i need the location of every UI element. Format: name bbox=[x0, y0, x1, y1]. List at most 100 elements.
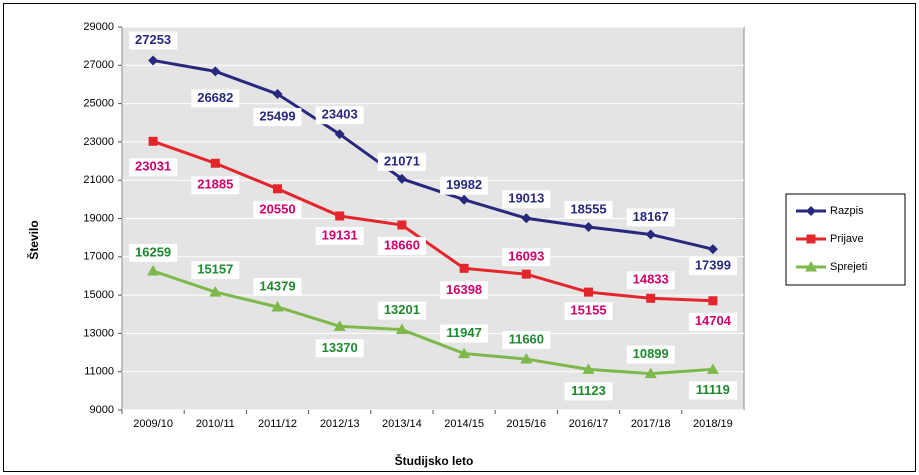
data-label-bg bbox=[440, 281, 489, 300]
data-label: 19982 bbox=[446, 177, 482, 192]
marker bbox=[458, 347, 471, 359]
x-tick-label: 2017/18 bbox=[631, 418, 671, 430]
marker bbox=[706, 363, 719, 374]
series-line bbox=[152, 139, 713, 303]
marker bbox=[521, 213, 532, 224]
marker bbox=[271, 300, 284, 312]
data-label: 11123 bbox=[571, 383, 606, 398]
data-label: 13201 bbox=[384, 302, 420, 317]
y-tick-label: 13000 bbox=[83, 327, 114, 339]
data-label: 14833 bbox=[633, 272, 669, 287]
data-label-bg bbox=[688, 312, 737, 331]
data-label-bg bbox=[315, 106, 364, 125]
data-label: 21885 bbox=[197, 177, 233, 192]
marker bbox=[396, 173, 407, 184]
data-label-bg bbox=[377, 301, 426, 320]
data-label: 15157 bbox=[197, 262, 233, 277]
x-tick-label: 2009/10 bbox=[133, 418, 173, 430]
legend-label: Prijave bbox=[830, 233, 864, 245]
data-label-bg bbox=[315, 226, 364, 245]
x-tick-label: 2016/17 bbox=[569, 418, 609, 430]
data-label-bg bbox=[129, 243, 178, 262]
data-label-bg bbox=[191, 89, 240, 108]
data-label: 21071 bbox=[384, 153, 420, 168]
data-label-bg bbox=[191, 261, 240, 280]
data-label-bg bbox=[253, 108, 302, 127]
data-label-bg bbox=[626, 345, 675, 364]
data-label: 19013 bbox=[508, 191, 544, 206]
data-label-bg bbox=[502, 331, 551, 350]
legend-label: Sprejeti bbox=[830, 261, 867, 273]
marker bbox=[334, 129, 345, 140]
data-label: 15155 bbox=[570, 303, 606, 318]
legend-label: Razpis bbox=[830, 205, 864, 217]
marker bbox=[459, 263, 469, 273]
data-label: 19131 bbox=[322, 227, 358, 242]
data-label-bg bbox=[253, 277, 302, 296]
data-label-bg bbox=[564, 201, 613, 220]
data-label-bg bbox=[377, 152, 426, 171]
marker bbox=[147, 264, 160, 276]
data-label: 13370 bbox=[322, 340, 358, 355]
data-label: 27253 bbox=[135, 32, 171, 47]
marker bbox=[521, 269, 531, 279]
data-label-bg bbox=[253, 200, 302, 219]
marker bbox=[806, 234, 816, 244]
marker bbox=[210, 158, 220, 168]
marker bbox=[707, 244, 718, 255]
data-label-bg bbox=[564, 382, 613, 401]
data-label-bg bbox=[564, 302, 613, 321]
marker bbox=[645, 229, 656, 240]
data-label: 11119 bbox=[696, 382, 730, 397]
marker bbox=[395, 323, 408, 335]
marker bbox=[646, 293, 656, 303]
data-label: 16398 bbox=[446, 282, 482, 297]
data-label: 25499 bbox=[259, 108, 295, 123]
x-tick-label: 2012/13 bbox=[320, 418, 360, 430]
data-label: 11660 bbox=[509, 331, 544, 346]
y-tick-label: 29000 bbox=[83, 21, 114, 33]
y-tick-label: 15000 bbox=[83, 289, 114, 301]
x-axis-label: Študijsko leto bbox=[395, 453, 474, 468]
marker bbox=[273, 184, 282, 194]
data-label: 18660 bbox=[384, 237, 420, 252]
data-label-bg bbox=[129, 158, 178, 177]
data-label-bg bbox=[688, 257, 737, 276]
y-tick-label: 9000 bbox=[90, 404, 114, 416]
marker bbox=[644, 367, 657, 379]
data-label: 26682 bbox=[197, 90, 233, 105]
data-label-bg bbox=[626, 208, 675, 227]
marker bbox=[583, 222, 594, 233]
marker bbox=[148, 55, 159, 66]
data-label-bg bbox=[129, 31, 178, 50]
marker bbox=[459, 194, 470, 205]
y-tick-label: 17000 bbox=[83, 251, 114, 263]
data-label-bg bbox=[502, 190, 551, 209]
series-line bbox=[152, 58, 714, 251]
x-tick-label: 2010/11 bbox=[196, 418, 235, 430]
data-label: 20550 bbox=[259, 201, 295, 216]
data-label: 23403 bbox=[322, 107, 358, 122]
x-tick-label: 2013/14 bbox=[382, 418, 422, 430]
data-label-bg bbox=[502, 248, 551, 267]
y-tick-label: 21000 bbox=[83, 174, 114, 186]
marker bbox=[708, 296, 718, 306]
x-tick-label: 2018/19 bbox=[693, 418, 733, 430]
y-tick-label: 23000 bbox=[83, 136, 114, 148]
data-label: 16093 bbox=[508, 249, 544, 264]
data-label-bg bbox=[440, 176, 489, 195]
data-label: 17399 bbox=[695, 258, 731, 273]
data-label-bg bbox=[377, 237, 426, 256]
data-label: 14704 bbox=[695, 313, 732, 328]
y-tick-label: 19000 bbox=[83, 212, 114, 224]
marker bbox=[806, 206, 816, 216]
y-axis-label: Število bbox=[26, 220, 41, 259]
marker bbox=[520, 353, 533, 364]
marker bbox=[210, 66, 221, 77]
data-label-bg bbox=[315, 339, 364, 358]
x-tick-label: 2011/12 bbox=[258, 418, 297, 430]
marker bbox=[148, 136, 158, 146]
data-label: 16259 bbox=[135, 244, 171, 259]
data-label-bg bbox=[440, 324, 489, 343]
marker bbox=[333, 320, 346, 331]
